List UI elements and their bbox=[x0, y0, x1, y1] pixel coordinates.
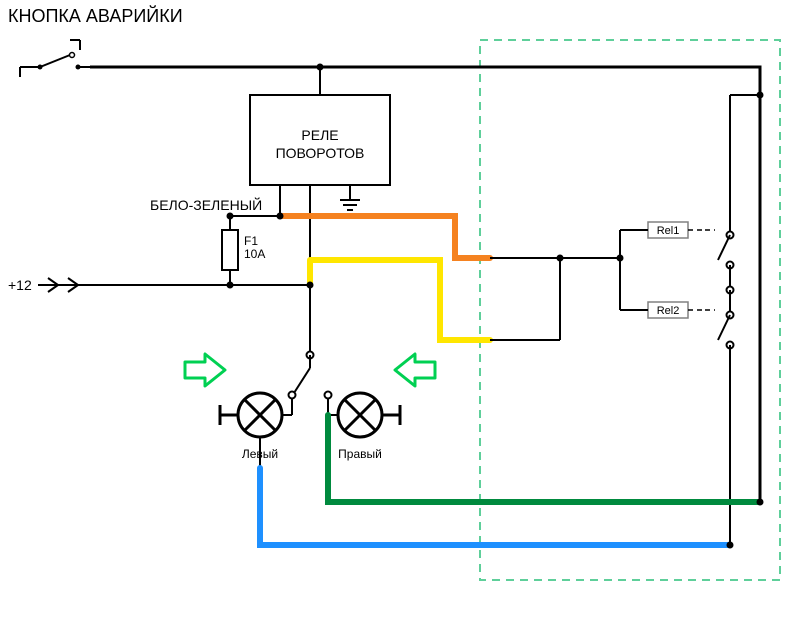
title-label: КНОПКА АВАРИЙКИ bbox=[8, 5, 183, 26]
rel2-label: Rel2 bbox=[657, 305, 680, 317]
wire-color-label: БЕЛО-ЗЕЛЕНЫЙ bbox=[150, 196, 262, 213]
right-lamp-label: Правый bbox=[338, 447, 382, 461]
supply-label: +12 bbox=[8, 277, 32, 293]
fuse-l1: F1 bbox=[244, 234, 258, 248]
fuse-l2: 10A bbox=[244, 247, 265, 261]
relay-line2: ПОВОРОТОВ bbox=[276, 145, 365, 161]
rel1-label: Rel1 bbox=[657, 225, 680, 237]
relay-line1: РЕЛЕ bbox=[301, 127, 338, 143]
turn-signal-schematic: КНОПКА АВАРИЙКИ РЕЛЕ ПОВОРОТОВ БЕЛО-ЗЕЛЕНЫЙ… bbox=[0, 0, 800, 625]
